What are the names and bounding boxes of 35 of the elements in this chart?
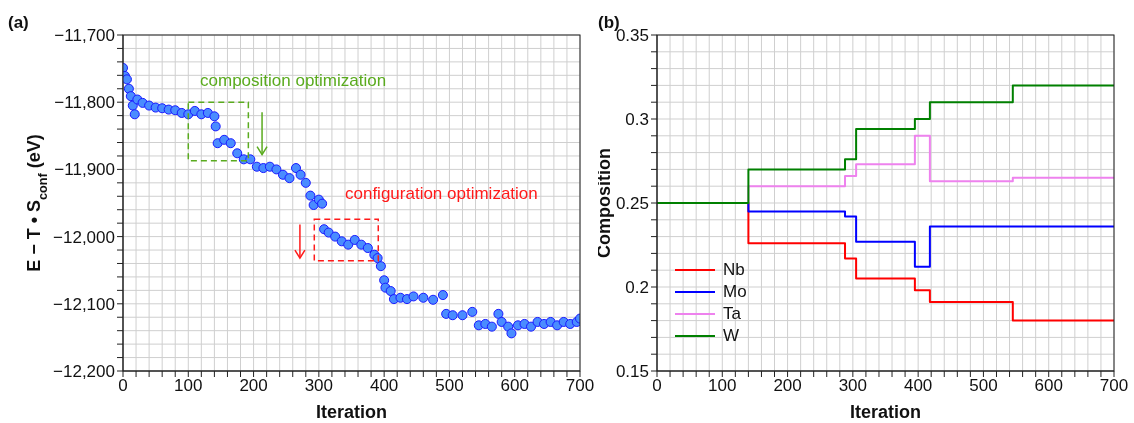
- y-tick-label: −11,800: [54, 93, 115, 113]
- x-tick-label: 700: [1099, 376, 1129, 396]
- x-tick-label: 200: [773, 376, 802, 396]
- y-tick-label: −11,900: [54, 160, 115, 180]
- x-tick-label: 600: [1034, 376, 1063, 396]
- y-tick-label: 0.25: [615, 194, 649, 214]
- x-tick-label: 100: [708, 376, 737, 396]
- x-axis-title: Iteration: [315, 402, 388, 422]
- legend-label: W: [723, 326, 740, 346]
- x-tick-label: 700: [565, 376, 595, 396]
- y-tick-label: −12,000: [53, 227, 115, 247]
- chart-title: (a): [8, 13, 29, 32]
- x-tick-label: 100: [174, 376, 203, 396]
- x-tick-label: 400: [369, 376, 399, 396]
- y-tick-label: −12,200: [53, 362, 115, 382]
- x-tick-label: 200: [239, 376, 268, 396]
- y-tick-label: 0.15: [615, 362, 649, 382]
- annotation: configuration optimization: [344, 183, 538, 203]
- x-tick-label: 500: [435, 376, 464, 396]
- x-tick-label: 400: [903, 376, 933, 396]
- x-axis-title: Iteration: [849, 402, 922, 422]
- annotation: composition optimization: [200, 71, 387, 91]
- y-tick-label: 0.3: [625, 110, 649, 130]
- x-tick-label: 500: [969, 376, 998, 396]
- y-tick-label: −12,100: [53, 294, 115, 314]
- legend-label: Mo: [723, 282, 747, 302]
- legend-label: Ta: [723, 304, 741, 324]
- x-tick-label: 300: [304, 376, 334, 396]
- legend-label: Nb: [723, 260, 745, 280]
- x-tick-label: 0: [652, 376, 662, 396]
- y-tick-label: 0.2: [625, 278, 649, 298]
- x-tick-label: 300: [838, 376, 868, 396]
- x-tick-label: 0: [118, 376, 128, 396]
- x-tick-label: 600: [500, 376, 529, 396]
- y-tick-label: −11,700: [54, 26, 115, 46]
